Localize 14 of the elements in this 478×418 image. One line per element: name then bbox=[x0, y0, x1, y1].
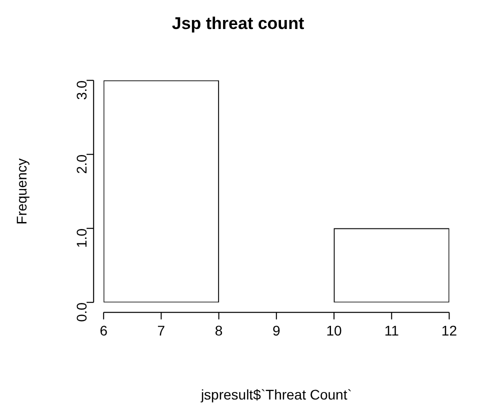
x-axis-title: jspresult$`Threat Count` bbox=[200, 386, 352, 402]
chart-title: Jsp threat count bbox=[172, 14, 304, 33]
x-tick-label: 12 bbox=[441, 322, 458, 339]
x-tick-label: 9 bbox=[272, 322, 281, 339]
x-tick-label: 6 bbox=[100, 322, 108, 339]
x-tick-label: 8 bbox=[214, 322, 223, 339]
x-tick-label: 11 bbox=[384, 322, 400, 339]
y-tick-label: 3.0 bbox=[73, 80, 90, 100]
y-tick-label: 0.0 bbox=[73, 302, 90, 322]
x-tick-label: 10 bbox=[326, 322, 342, 339]
x-tick-label: 7 bbox=[157, 322, 166, 339]
y-axis-title: Frequency bbox=[13, 158, 30, 224]
y-tick-label: 1.0 bbox=[73, 228, 90, 248]
y-tick-label: 2.0 bbox=[73, 154, 90, 174]
